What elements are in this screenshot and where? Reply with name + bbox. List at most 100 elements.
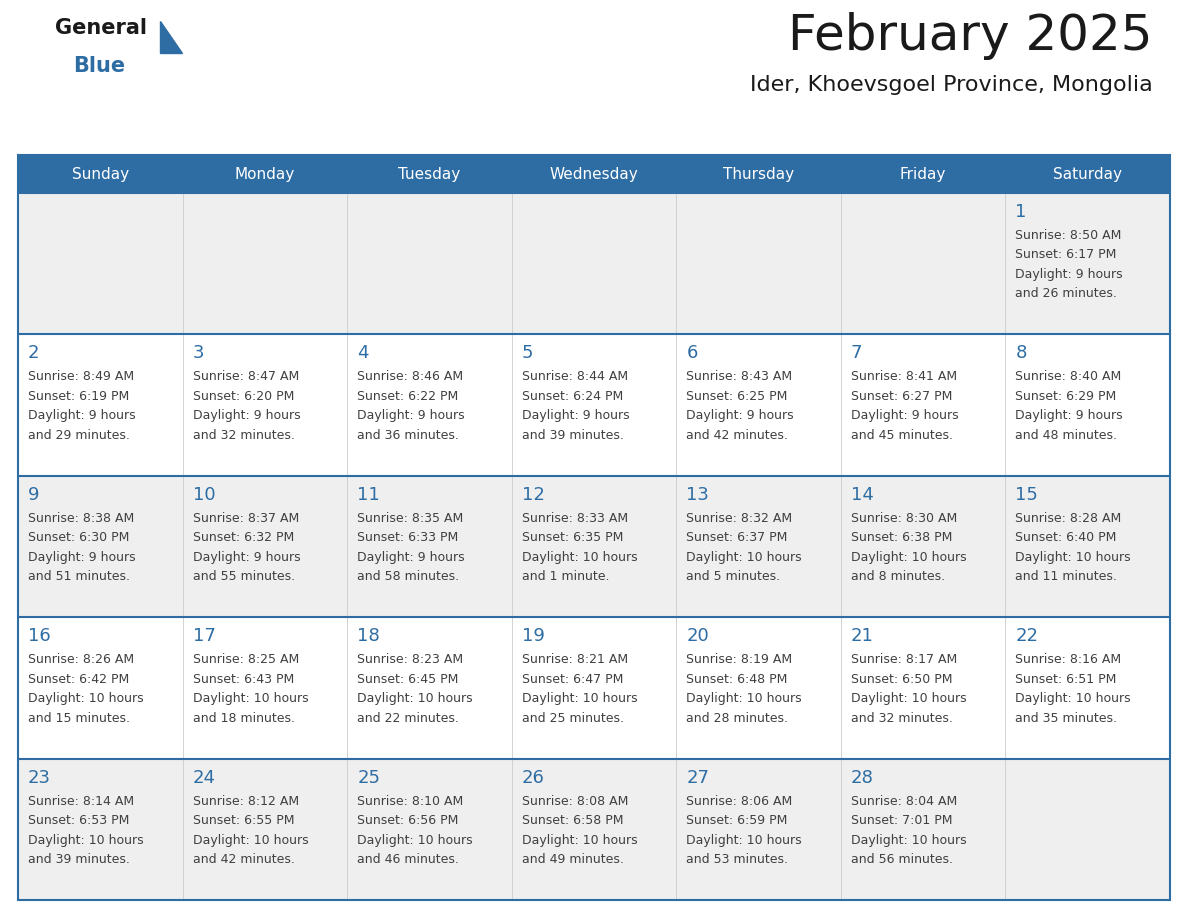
Text: and 29 minutes.: and 29 minutes.: [29, 429, 129, 442]
Text: Daylight: 10 hours: Daylight: 10 hours: [29, 692, 144, 705]
Text: Daylight: 10 hours: Daylight: 10 hours: [522, 692, 637, 705]
Text: Daylight: 9 hours: Daylight: 9 hours: [1016, 268, 1123, 281]
Text: Daylight: 10 hours: Daylight: 10 hours: [1016, 551, 1131, 564]
Text: Sunrise: 8:16 AM: Sunrise: 8:16 AM: [1016, 654, 1121, 666]
Text: Blue: Blue: [72, 56, 125, 76]
Text: Daylight: 10 hours: Daylight: 10 hours: [522, 834, 637, 846]
Polygon shape: [160, 21, 182, 53]
Text: and 8 minutes.: and 8 minutes.: [851, 570, 944, 583]
Text: 6: 6: [687, 344, 697, 363]
Text: 24: 24: [192, 768, 215, 787]
Text: Sunrise: 8:19 AM: Sunrise: 8:19 AM: [687, 654, 792, 666]
Text: 17: 17: [192, 627, 215, 645]
Text: Sunset: 6:29 PM: Sunset: 6:29 PM: [1016, 390, 1117, 403]
Text: 11: 11: [358, 486, 380, 504]
Text: Sunset: 6:58 PM: Sunset: 6:58 PM: [522, 814, 624, 827]
Text: Sunrise: 8:43 AM: Sunrise: 8:43 AM: [687, 370, 792, 384]
Text: 26: 26: [522, 768, 544, 787]
Text: Daylight: 10 hours: Daylight: 10 hours: [358, 834, 473, 846]
Text: 4: 4: [358, 344, 368, 363]
Text: Sunrise: 8:28 AM: Sunrise: 8:28 AM: [1016, 512, 1121, 525]
Text: and 15 minutes.: and 15 minutes.: [29, 711, 129, 724]
Text: Saturday: Saturday: [1054, 166, 1123, 182]
Text: Sunset: 6:50 PM: Sunset: 6:50 PM: [851, 673, 953, 686]
Text: 3: 3: [192, 344, 204, 363]
Text: Sunrise: 8:35 AM: Sunrise: 8:35 AM: [358, 512, 463, 525]
Text: 21: 21: [851, 627, 873, 645]
Text: 16: 16: [29, 627, 51, 645]
Text: and 39 minutes.: and 39 minutes.: [522, 429, 624, 442]
Text: Daylight: 9 hours: Daylight: 9 hours: [192, 551, 301, 564]
Text: February 2025: February 2025: [789, 12, 1154, 60]
Text: and 42 minutes.: and 42 minutes.: [687, 429, 788, 442]
Text: Sunset: 6:37 PM: Sunset: 6:37 PM: [687, 532, 788, 544]
Text: and 39 minutes.: and 39 minutes.: [29, 853, 129, 866]
Text: 27: 27: [687, 768, 709, 787]
Text: and 46 minutes.: and 46 minutes.: [358, 853, 459, 866]
Text: Sunset: 6:43 PM: Sunset: 6:43 PM: [192, 673, 293, 686]
Text: Sunrise: 8:04 AM: Sunrise: 8:04 AM: [851, 795, 958, 808]
Text: Sunrise: 8:40 AM: Sunrise: 8:40 AM: [1016, 370, 1121, 384]
Text: Sunrise: 8:06 AM: Sunrise: 8:06 AM: [687, 795, 792, 808]
Text: Daylight: 9 hours: Daylight: 9 hours: [29, 551, 135, 564]
Text: Sunrise: 8:50 AM: Sunrise: 8:50 AM: [1016, 229, 1121, 242]
Text: 13: 13: [687, 486, 709, 504]
Text: Tuesday: Tuesday: [398, 166, 461, 182]
Text: 7: 7: [851, 344, 862, 363]
Text: Sunrise: 8:41 AM: Sunrise: 8:41 AM: [851, 370, 958, 384]
Text: Sunset: 6:33 PM: Sunset: 6:33 PM: [358, 532, 459, 544]
Text: Wednesday: Wednesday: [550, 166, 638, 182]
Text: 5: 5: [522, 344, 533, 363]
Text: Sunset: 6:17 PM: Sunset: 6:17 PM: [1016, 249, 1117, 262]
Bar: [18, 193, 1170, 334]
Text: 19: 19: [522, 627, 544, 645]
Text: Daylight: 9 hours: Daylight: 9 hours: [358, 551, 465, 564]
Text: Sunset: 6:56 PM: Sunset: 6:56 PM: [358, 814, 459, 827]
Text: and 56 minutes.: and 56 minutes.: [851, 853, 953, 866]
Text: 8: 8: [1016, 344, 1026, 363]
Text: Daylight: 10 hours: Daylight: 10 hours: [687, 551, 802, 564]
Text: Sunset: 6:47 PM: Sunset: 6:47 PM: [522, 673, 623, 686]
Text: Daylight: 9 hours: Daylight: 9 hours: [358, 409, 465, 422]
Text: Sunset: 6:48 PM: Sunset: 6:48 PM: [687, 673, 788, 686]
Text: 10: 10: [192, 486, 215, 504]
Text: Sunrise: 8:08 AM: Sunrise: 8:08 AM: [522, 795, 628, 808]
Text: General: General: [55, 18, 147, 38]
Text: Monday: Monday: [235, 166, 295, 182]
Text: and 1 minute.: and 1 minute.: [522, 570, 609, 583]
Text: 14: 14: [851, 486, 873, 504]
Text: Sunset: 6:40 PM: Sunset: 6:40 PM: [1016, 532, 1117, 544]
Text: Sunset: 6:35 PM: Sunset: 6:35 PM: [522, 532, 623, 544]
Text: Daylight: 9 hours: Daylight: 9 hours: [192, 409, 301, 422]
Text: Sunset: 6:55 PM: Sunset: 6:55 PM: [192, 814, 295, 827]
Text: and 49 minutes.: and 49 minutes.: [522, 853, 624, 866]
Text: 28: 28: [851, 768, 873, 787]
Text: and 22 minutes.: and 22 minutes.: [358, 711, 459, 724]
Text: 15: 15: [1016, 486, 1038, 504]
Text: Sunrise: 8:21 AM: Sunrise: 8:21 AM: [522, 654, 627, 666]
Text: Sunset: 6:59 PM: Sunset: 6:59 PM: [687, 814, 788, 827]
Text: Sunset: 6:27 PM: Sunset: 6:27 PM: [851, 390, 953, 403]
Text: 1: 1: [1016, 203, 1026, 221]
Text: Sunrise: 8:26 AM: Sunrise: 8:26 AM: [29, 654, 134, 666]
Text: Sunrise: 8:32 AM: Sunrise: 8:32 AM: [687, 512, 792, 525]
Text: and 32 minutes.: and 32 minutes.: [851, 711, 953, 724]
Text: Sunset: 6:19 PM: Sunset: 6:19 PM: [29, 390, 129, 403]
Text: Sunset: 6:53 PM: Sunset: 6:53 PM: [29, 814, 129, 827]
Text: 2: 2: [29, 344, 39, 363]
Text: and 32 minutes.: and 32 minutes.: [192, 429, 295, 442]
Bar: [18, 617, 1170, 758]
Text: Sunrise: 8:10 AM: Sunrise: 8:10 AM: [358, 795, 463, 808]
Text: and 26 minutes.: and 26 minutes.: [1016, 287, 1117, 300]
Text: Daylight: 9 hours: Daylight: 9 hours: [29, 409, 135, 422]
Text: and 25 minutes.: and 25 minutes.: [522, 711, 624, 724]
Text: Sunrise: 8:12 AM: Sunrise: 8:12 AM: [192, 795, 298, 808]
Text: Sunset: 7:01 PM: Sunset: 7:01 PM: [851, 814, 953, 827]
Text: Sunrise: 8:37 AM: Sunrise: 8:37 AM: [192, 512, 299, 525]
Text: and 42 minutes.: and 42 minutes.: [192, 853, 295, 866]
Text: and 36 minutes.: and 36 minutes.: [358, 429, 459, 442]
Text: and 51 minutes.: and 51 minutes.: [29, 570, 129, 583]
Text: 18: 18: [358, 627, 380, 645]
Text: and 28 minutes.: and 28 minutes.: [687, 711, 789, 724]
Text: Sunset: 6:20 PM: Sunset: 6:20 PM: [192, 390, 293, 403]
